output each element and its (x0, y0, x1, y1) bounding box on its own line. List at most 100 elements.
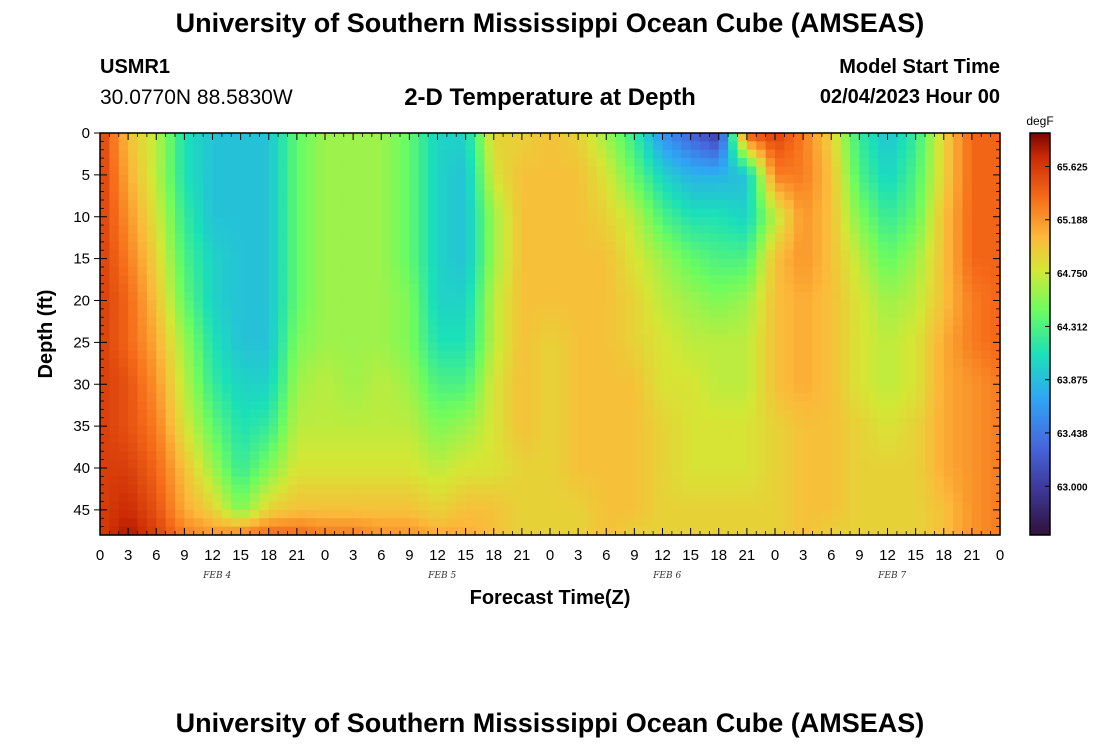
heatmap-cell (915, 451, 926, 461)
heatmap-cell (643, 526, 654, 536)
heatmap-cell (737, 250, 748, 260)
heatmap-cell (465, 241, 476, 251)
heatmap-cell (887, 442, 898, 452)
heatmap-cell (503, 459, 514, 469)
heatmap-cell (953, 476, 964, 486)
heatmap-cell (446, 426, 457, 436)
heatmap-cell (756, 350, 767, 360)
heatmap-cell (456, 308, 467, 318)
x-tick-label: 18 (485, 547, 502, 564)
heatmap-cell (465, 476, 476, 486)
heatmap-cell (756, 484, 767, 494)
heatmap-cell (765, 526, 776, 536)
heatmap-cell (587, 509, 598, 519)
heatmap-cell (793, 334, 804, 343)
heatmap-cell (400, 317, 410, 327)
heatmap-cell (306, 149, 317, 159)
heatmap-cell (268, 334, 279, 343)
heatmap-cell (493, 409, 504, 419)
heatmap-cell (503, 250, 514, 260)
heatmap-cell (962, 359, 973, 369)
heatmap-cell (184, 401, 195, 410)
heatmap-cell (896, 509, 907, 519)
heatmap-cell (625, 133, 635, 142)
heatmap-cell (756, 250, 767, 260)
heatmap-cell (493, 451, 504, 461)
heatmap-cell (343, 174, 354, 184)
heatmap-cell (615, 417, 626, 427)
heatmap-cell (475, 158, 485, 168)
heatmap-cell (606, 459, 617, 469)
heatmap-cell (606, 233, 617, 243)
heatmap-cell (484, 342, 495, 352)
heatmap-cell (578, 267, 589, 276)
heatmap-cell (878, 526, 889, 536)
heatmap-cell (128, 200, 139, 209)
heatmap-cell (100, 250, 110, 260)
heatmap-cell (512, 501, 523, 511)
heatmap-cell (362, 292, 373, 302)
heatmap-cell (671, 225, 682, 235)
heatmap-cell (587, 292, 598, 302)
heatmap-cell (756, 334, 767, 343)
heatmap-cell (550, 275, 560, 285)
heatmap-cell (175, 468, 185, 477)
heatmap-cell (596, 317, 607, 327)
heatmap-cell (587, 166, 598, 176)
heatmap-cell (803, 200, 814, 209)
heatmap-cell (943, 359, 954, 369)
heatmap-cell (690, 442, 701, 452)
heatmap-cell (840, 283, 851, 293)
heatmap-cell (456, 468, 467, 477)
heatmap-cell (325, 241, 335, 251)
heatmap-cell (315, 367, 326, 377)
heatmap-cell (840, 317, 851, 327)
heatmap-cell (259, 526, 270, 536)
heatmap-cell (390, 308, 401, 318)
heatmap-cell (128, 183, 139, 193)
heatmap-cell (193, 526, 204, 536)
heatmap-cell (437, 476, 448, 486)
heatmap-cell (146, 484, 157, 494)
heatmap-cell (728, 392, 739, 402)
heatmap-cell (878, 216, 889, 226)
heatmap-cell (137, 493, 148, 503)
heatmap-cell (840, 468, 851, 477)
heatmap-cell (268, 409, 279, 419)
heatmap-cell (662, 183, 673, 193)
heatmap-cell (587, 183, 598, 193)
heatmap-cell (971, 451, 982, 461)
heatmap-cell (493, 417, 504, 427)
heatmap-cell (793, 526, 804, 536)
heatmap-cell (793, 300, 804, 310)
heatmap-cell (896, 375, 907, 385)
heatmap-cell (596, 476, 607, 486)
heatmap-cell (371, 367, 382, 377)
heatmap-cell (784, 191, 795, 201)
heatmap-cell (100, 501, 110, 511)
heatmap-cell (306, 493, 317, 503)
heatmap-cell (643, 401, 654, 410)
heatmap-cell (456, 409, 467, 419)
heatmap-cell (878, 183, 889, 193)
heatmap-cell (146, 468, 157, 477)
heatmap-cell (353, 375, 364, 385)
heatmap-cell (775, 133, 785, 142)
heatmap-cell (146, 200, 157, 209)
heatmap-cell (306, 468, 317, 477)
heatmap-cell (765, 401, 776, 410)
day-label: FEB 5 (427, 571, 456, 581)
heatmap-cell (643, 133, 654, 142)
heatmap-cell (493, 183, 504, 193)
heatmap-cell (990, 133, 1001, 142)
heatmap-cell (840, 526, 851, 536)
heatmap-cell (315, 325, 326, 335)
heatmap-cell (896, 367, 907, 377)
heatmap-cell (981, 342, 992, 352)
heatmap-cell (193, 434, 204, 444)
heatmap-cell (437, 375, 448, 385)
heatmap-cell (400, 426, 410, 436)
heatmap-cell (446, 401, 457, 410)
heatmap-cell (821, 375, 832, 385)
heatmap-cell (737, 258, 748, 268)
